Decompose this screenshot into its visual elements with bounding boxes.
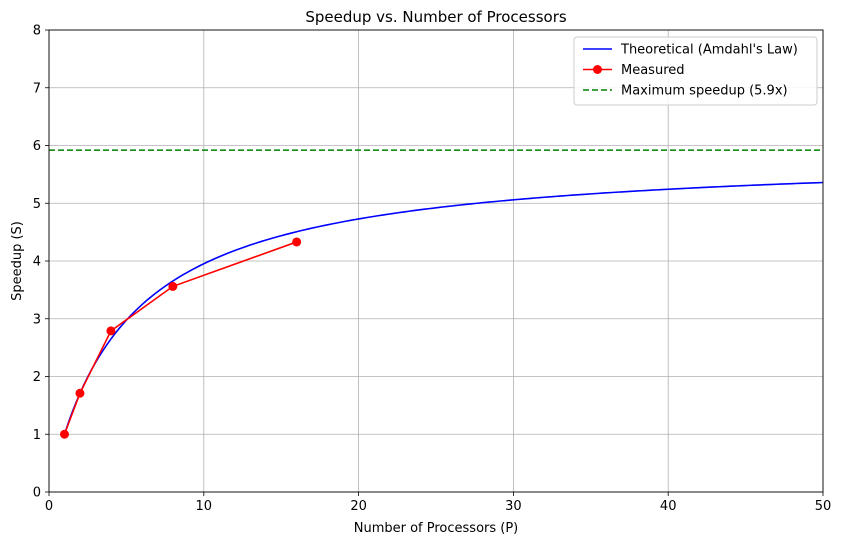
measured-point [106, 326, 116, 336]
x-tick-label: 50 [815, 499, 832, 514]
measured-point [292, 237, 302, 247]
x-tick-label: 40 [660, 499, 677, 514]
y-tick-label: 1 [33, 428, 41, 443]
y-tick-label: 4 [33, 255, 41, 270]
x-tick-label: 30 [505, 499, 522, 514]
legend-box [573, 36, 818, 106]
y-tick-label: 5 [33, 197, 41, 212]
legend-label: Measured [621, 63, 685, 78]
measured-point [168, 281, 178, 291]
x-axis-label: Number of Processors (P) [354, 521, 519, 536]
x-tick-label: 20 [350, 499, 367, 514]
y-tick-label: 8 [33, 24, 41, 39]
legend-marker [593, 65, 602, 74]
series-layer [49, 149, 824, 439]
chart-title: Speedup vs. Number of Processors [305, 8, 567, 26]
measured-point [59, 429, 69, 439]
y-tick-label: 7 [33, 81, 41, 96]
x-tick-label: 0 [45, 499, 53, 514]
legend-label: Theoretical (Amdahl's Law) [620, 43, 798, 58]
y-tick-label: 6 [33, 139, 41, 154]
theoretical-curve [63, 181, 824, 435]
x-tick-label: 10 [196, 499, 213, 514]
y-tick-label: 3 [33, 312, 41, 327]
legend: Theoretical (Amdahl's Law) Measured Maximu… [573, 36, 818, 106]
measured-point [75, 388, 85, 398]
ticks: 0 10 20 30 40 50 0 1 2 3 4 5 6 7 8 [33, 24, 832, 515]
y-tick-label: 2 [33, 370, 41, 385]
y-tick-label: 0 [33, 486, 41, 501]
y-axis-label: Speedup (S) [10, 221, 25, 301]
legend-label: Maximum speedup (5.9x) [621, 84, 788, 99]
